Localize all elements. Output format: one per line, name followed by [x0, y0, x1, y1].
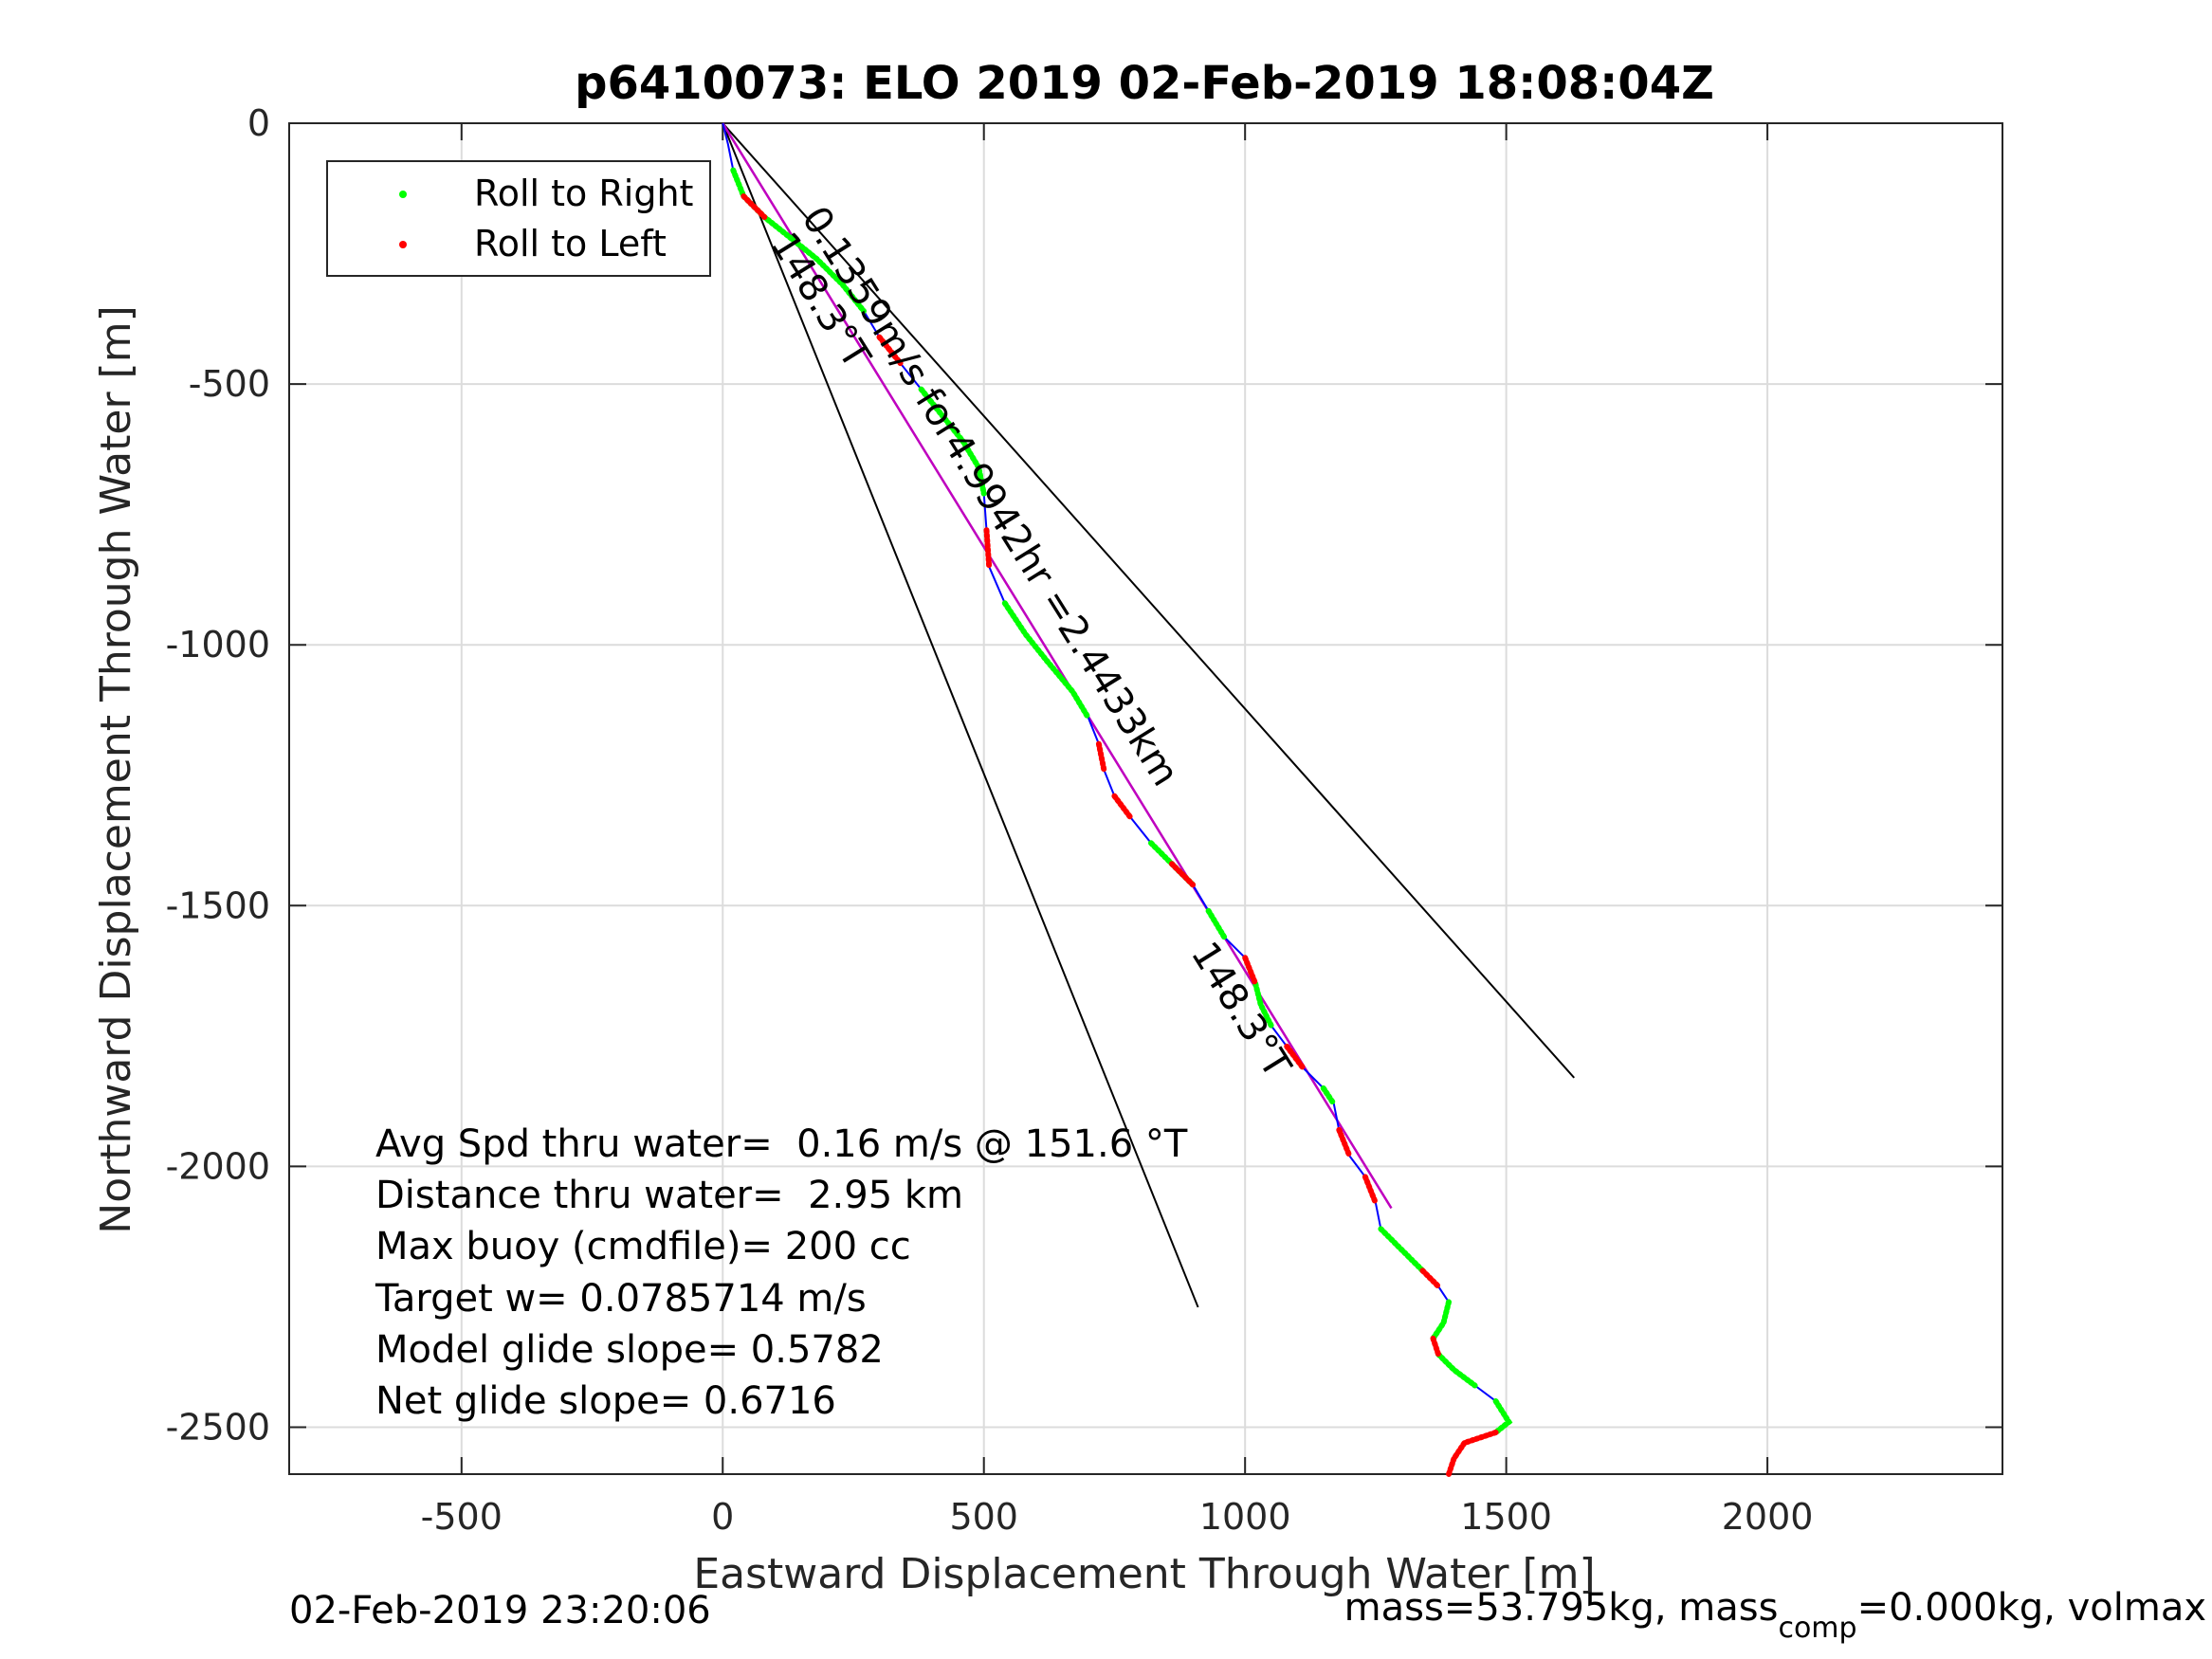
footer-mass-sub: comp — [1778, 1612, 1856, 1645]
x-tick-labels: -500 0 500 1000 1500 2000 — [421, 1496, 1814, 1538]
y-tick-label: -1500 — [166, 884, 270, 926]
x-tick-label: 2000 — [1722, 1496, 1814, 1538]
roll-right-marker — [918, 386, 987, 497]
annotation-model-glide: Model glide slope= 0.5782 — [375, 1328, 884, 1372]
roll-right-marker — [1252, 980, 1274, 1029]
annotation-target-w: Target w= 0.0785714 m/s — [375, 1277, 867, 1321]
roll-left-marker — [1242, 955, 1259, 987]
annotation-avg-speed: Avg Spd thru water= 0.16 m/s @ 151.6 °T — [375, 1122, 1188, 1166]
x-tick-label: 1000 — [1199, 1496, 1291, 1538]
line-label: 0.1359m/s for4.9942hr =2.4433km — [793, 199, 1187, 793]
roll-left-marker — [1169, 861, 1197, 888]
chart-title: p6410073: ELO 2019 02-Feb-2019 18:08:04Z — [575, 57, 1714, 110]
roll-left-marker — [1430, 1335, 1441, 1358]
x-axis-label: Eastward Displacement Through Water [m] — [693, 1550, 1595, 1598]
annotation-distance: Distance thru water= 2.95 km — [375, 1174, 963, 1217]
footer-mass-text: mass=53.795kg, mass — [1344, 1586, 1779, 1630]
y-axis-label: Northward Displacement Through Water [m] — [92, 305, 140, 1233]
grid — [289, 122, 2002, 1474]
x-tick-label: 1500 — [1460, 1496, 1552, 1538]
roll-left-marker — [876, 334, 904, 367]
x-tick-label: 0 — [711, 1496, 734, 1538]
roll-markers — [730, 167, 1513, 1477]
roll-left-marker — [1095, 740, 1107, 774]
roll-left-marker — [1284, 1043, 1306, 1070]
heading-line — [722, 122, 1393, 1210]
y-tick-label: -1000 — [166, 624, 270, 665]
roll-left-marker — [1446, 1430, 1499, 1477]
annotation-max-buoy: Max buoy (cmdfile)= 200 cc — [375, 1225, 911, 1268]
roll-right-marker — [1001, 600, 1091, 721]
legend: Roll to Right Roll to Left — [326, 160, 711, 277]
legend-box — [326, 160, 711, 277]
line-label: 148.3°T — [1182, 935, 1300, 1086]
roll-right-marker — [1378, 1226, 1426, 1274]
roll-left-marker — [983, 527, 993, 570]
footer-timestamp: 02-Feb-2019 23:20:06 — [289, 1589, 711, 1632]
plot-area — [288, 122, 2003, 1475]
y-tick-labels: 0 -500 -1000 -1500 -2000 -2500 — [166, 102, 270, 1448]
roll-right-marker — [1435, 1351, 1478, 1389]
y-tick-label: -500 — [189, 363, 270, 405]
roll-left-marker — [1362, 1174, 1379, 1206]
footer-mass-tail: =0.000kg, volmax — [1857, 1586, 2206, 1630]
legend-label-roll-left: Roll to Left — [474, 223, 667, 264]
roll-right-marker — [1320, 1085, 1337, 1107]
roll-left-marker — [1419, 1267, 1441, 1289]
wedge-line — [722, 122, 1575, 1079]
legend-marker-roll-right — [399, 191, 407, 198]
x-tick-label: -500 — [421, 1496, 503, 1538]
heading-line-segment — [722, 122, 1393, 1210]
footer-mass: mass=53.795kg, masscomp=0.000kg, volmax — [1344, 1586, 2206, 1645]
roll-right-marker — [1205, 907, 1228, 940]
y-tick-label: -2500 — [166, 1406, 270, 1448]
wedge-line — [722, 122, 1199, 1308]
y-tick-label: 0 — [247, 102, 270, 144]
roll-left-marker — [1336, 1126, 1353, 1159]
annotation-net-glide: Net glide slope= 0.6716 — [375, 1379, 836, 1423]
stats-annotations: Avg Spd thru water= 0.16 m/s @ 151.6 °T … — [375, 1122, 1188, 1423]
legend-marker-roll-left — [399, 241, 407, 248]
axis-ticks — [289, 122, 2002, 1474]
roll-right-marker — [1430, 1299, 1452, 1341]
y-tick-label: -2000 — [166, 1145, 270, 1187]
legend-label-roll-right: Roll to Right — [474, 173, 693, 214]
roll-left-marker — [1111, 793, 1133, 820]
roll-right-marker — [1492, 1398, 1513, 1435]
roll-left-marker — [740, 193, 768, 220]
x-tick-label: 500 — [949, 1496, 1018, 1538]
